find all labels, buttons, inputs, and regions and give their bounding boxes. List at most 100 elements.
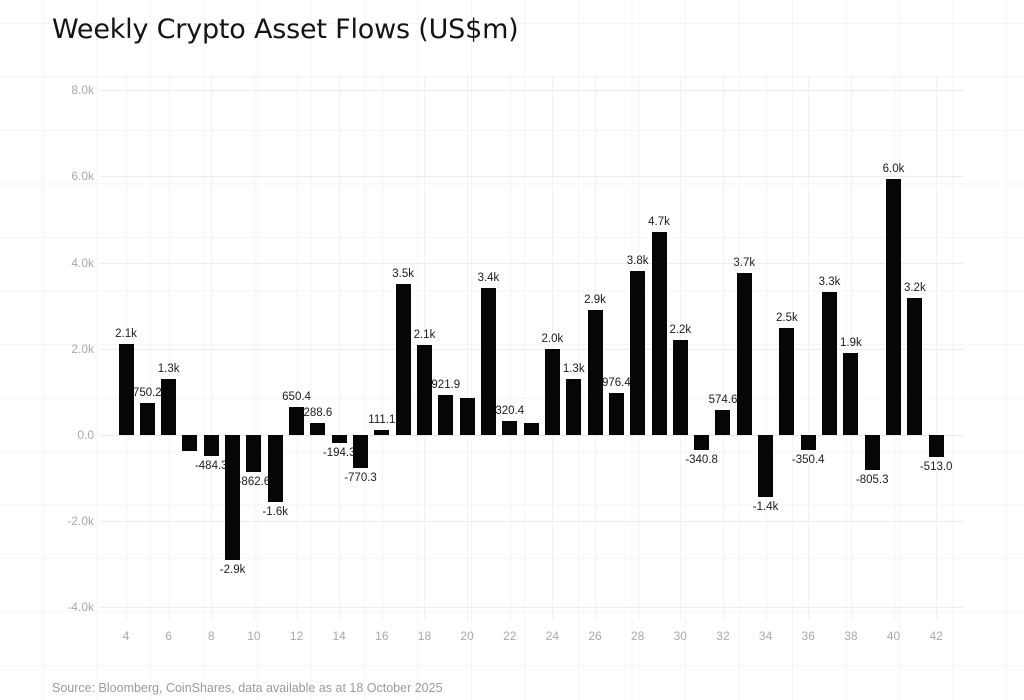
bar-value-label: -350.4 — [791, 454, 825, 467]
bar — [544, 348, 560, 435]
bar-value-label: 3.8k — [626, 255, 649, 268]
bar-value-label: 6.0k — [882, 162, 905, 175]
bar — [374, 430, 390, 435]
x-axis-tick-label: 26 — [588, 629, 602, 643]
bar-value-label: 2.1k — [115, 327, 137, 340]
bar-value-label: 574.6 — [708, 394, 738, 407]
gridline-horizontal — [100, 176, 963, 178]
bar — [139, 402, 155, 435]
x-axis-tick-label: 4 — [122, 629, 130, 643]
bar-value-label: 1.3k — [562, 362, 585, 375]
bar-value-label: -194.3 — [322, 447, 356, 460]
gridline-vertical — [296, 75, 298, 620]
bar — [459, 397, 475, 435]
x-axis: 4 6 8 10 12 14 16 18 20 22 24 26 28 30 32 34 36 38 40 42 — [100, 628, 963, 644]
y-axis-tick-label: -2.0k — [67, 514, 94, 529]
bar — [395, 284, 411, 435]
x-axis-tick-label: 40 — [886, 629, 901, 643]
y-axis-tick-label: 2.0k — [71, 341, 94, 356]
y-axis-tick-label: 6.0k — [71, 169, 94, 184]
gridline-horizontal — [100, 607, 963, 609]
x-axis-tick-label: 10 — [247, 629, 261, 643]
bar — [715, 410, 731, 435]
bar — [353, 435, 369, 469]
bar — [203, 435, 219, 456]
x-axis-tick-label: 16 — [375, 629, 389, 643]
gridline-vertical — [253, 75, 255, 620]
bar-value-label: 976.4 — [601, 376, 631, 389]
bar-value-label: -1.6k — [262, 506, 289, 519]
bar-value-label: 320.4 — [495, 405, 525, 418]
bar — [736, 273, 752, 435]
bar — [246, 435, 262, 473]
x-axis-tick-label: 34 — [758, 629, 773, 643]
bar — [331, 435, 347, 444]
bar — [267, 435, 283, 503]
gridline-vertical — [211, 75, 213, 620]
gridline-vertical — [552, 75, 554, 620]
bar — [502, 421, 518, 435]
bar-value-label: 650.4 — [282, 390, 311, 403]
gridline-horizontal — [100, 521, 963, 523]
x-axis-tick-label: 6 — [165, 629, 172, 643]
x-axis-tick-label: 20 — [460, 629, 474, 643]
y-axis-tick-label: 4.0k — [71, 255, 94, 270]
bar-value-label: -805.3 — [855, 473, 889, 486]
bar — [416, 345, 432, 435]
bar-value-label: 921.9 — [431, 379, 461, 392]
bar-value-label: 2.2k — [669, 324, 692, 337]
gridline-horizontal — [100, 262, 963, 264]
bar — [843, 353, 859, 435]
bar — [630, 271, 646, 435]
bar — [822, 291, 838, 435]
x-axis-tick-label: 8 — [207, 629, 215, 643]
bar-value-label: 3.7k — [733, 257, 756, 270]
bar-value-label: -513.0 — [919, 461, 953, 474]
bar-value-label: 3.5k — [392, 268, 415, 281]
bar-value-label: -1.4k — [752, 501, 779, 514]
gridline-vertical — [509, 75, 511, 620]
bar-value-label: 2.5k — [776, 312, 798, 325]
bar-value-label: -484.3 — [194, 459, 228, 472]
bar-value-label: 2.9k — [584, 294, 606, 306]
gridline-vertical — [936, 75, 938, 620]
bar-value-label: 750.2 — [132, 386, 162, 399]
bar — [225, 435, 241, 560]
gridline-vertical — [168, 75, 170, 620]
x-axis-tick-label: 42 — [929, 629, 943, 643]
bar-value-label: 4.7k — [648, 216, 670, 229]
gridline-vertical — [339, 75, 341, 620]
bar — [566, 378, 582, 435]
bar — [779, 328, 795, 435]
x-axis-tick-label: 38 — [844, 629, 858, 643]
gridline-vertical — [467, 75, 469, 620]
bar — [480, 288, 496, 435]
y-axis-tick-label: 0.0 — [77, 428, 94, 442]
bar — [800, 435, 816, 451]
bar — [587, 310, 603, 435]
x-axis-tick-label: 22 — [503, 629, 517, 643]
x-axis-tick-label: 12 — [289, 629, 304, 643]
bar — [608, 392, 624, 435]
x-axis-tick-label: 18 — [417, 629, 432, 643]
x-axis-tick-label: 24 — [545, 629, 560, 643]
gridline-vertical — [722, 75, 724, 620]
bar-value-label: -862.6 — [237, 476, 271, 489]
bar — [289, 406, 305, 435]
bar — [651, 232, 667, 435]
bar-value-label: 2.1k — [413, 329, 436, 342]
gridline-horizontal — [100, 90, 963, 92]
bar — [672, 340, 688, 435]
bar-value-label: 1.9k — [840, 337, 862, 350]
x-axis-tick-label: 32 — [716, 629, 730, 643]
gridline-vertical — [765, 75, 767, 620]
bar — [438, 395, 454, 435]
bar-value-label: 288.6 — [303, 406, 333, 419]
bar-value-label: 3.4k — [477, 272, 500, 285]
x-axis-tick-label: 14 — [332, 629, 346, 643]
gridline-horizontal — [100, 435, 963, 436]
bar — [758, 435, 774, 498]
source-note: Source: Bloomberg, CoinShares, data avai… — [52, 681, 443, 695]
bar — [886, 178, 902, 435]
